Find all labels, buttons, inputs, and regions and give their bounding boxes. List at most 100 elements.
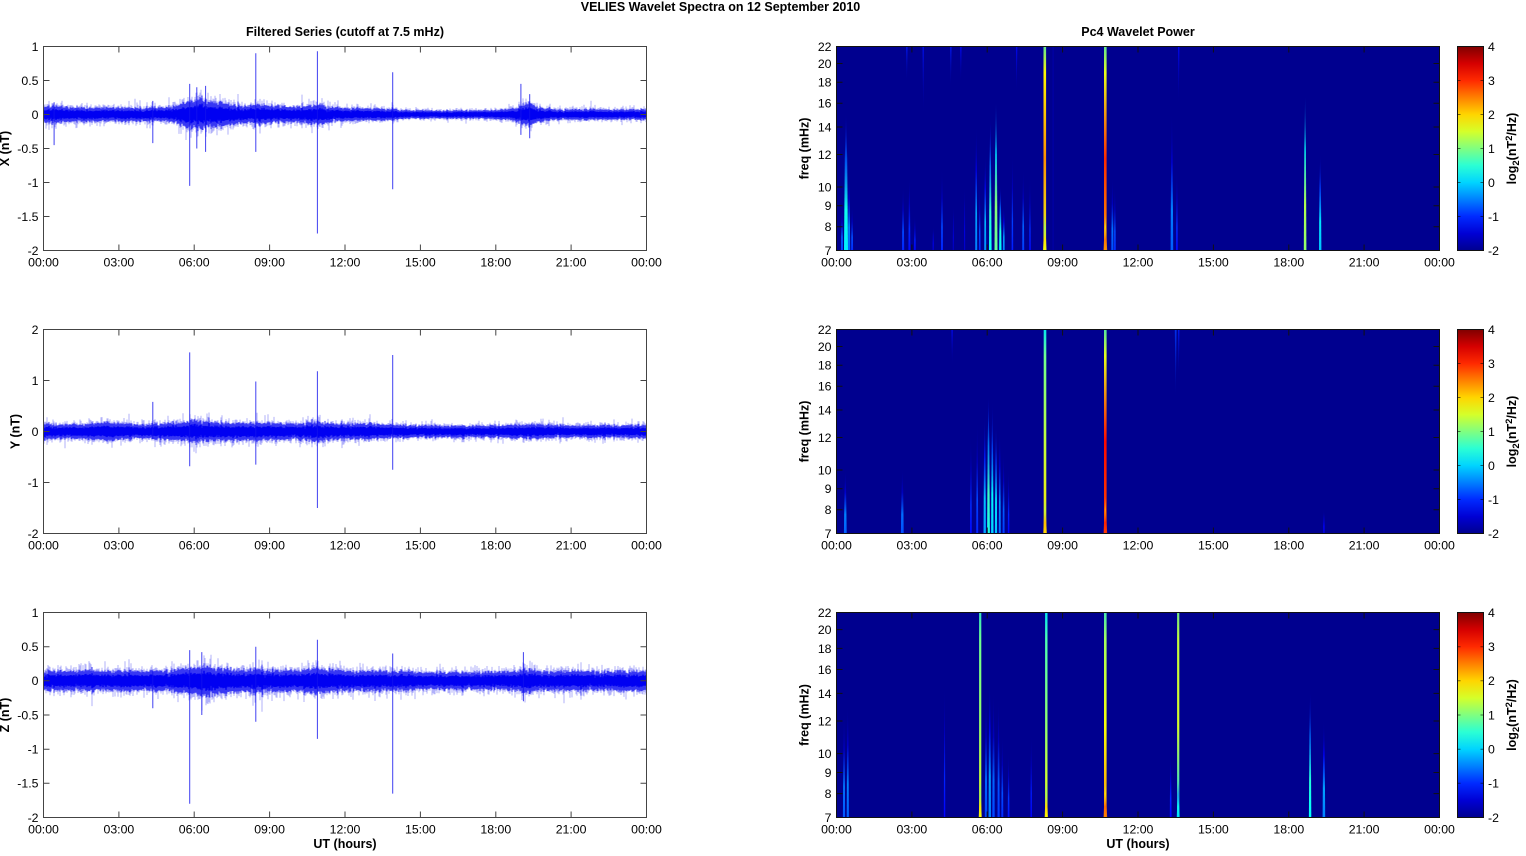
svg-text:0.5: 0.5 (21, 74, 38, 88)
svg-text:10: 10 (818, 180, 832, 194)
svg-text:06:00: 06:00 (972, 538, 1003, 552)
svg-text:14: 14 (818, 403, 832, 417)
svg-text:03:00: 03:00 (897, 822, 928, 836)
svg-text:0: 0 (32, 674, 39, 688)
svg-text:10: 10 (818, 463, 832, 477)
svg-text:03:00: 03:00 (104, 255, 135, 269)
svg-text:18: 18 (818, 359, 832, 373)
svg-text:22: 22 (818, 323, 832, 337)
svg-text:-2: -2 (1488, 811, 1499, 825)
svg-text:8: 8 (825, 220, 832, 234)
svg-text:3: 3 (1488, 640, 1495, 654)
svg-text:18: 18 (818, 642, 832, 656)
svg-text:09:00: 09:00 (254, 538, 285, 552)
svg-text:log2(nT2/Hz): log2(nT2/Hz) (1504, 679, 1522, 751)
svg-text:Z (nT): Z (nT) (0, 698, 12, 733)
svg-text:00:00: 00:00 (28, 255, 59, 269)
svg-text:-0.5: -0.5 (17, 142, 38, 156)
svg-text:Pc4 Wavelet Power: Pc4 Wavelet Power (1081, 25, 1195, 39)
svg-text:21:00: 21:00 (556, 255, 587, 269)
svg-text:VELIES Wavelet Spectra on 12 S: VELIES Wavelet Spectra on 12 September 2… (581, 0, 861, 14)
svg-text:UT (hours): UT (hours) (313, 837, 376, 851)
svg-text:0: 0 (1488, 176, 1495, 190)
svg-text:8: 8 (825, 503, 832, 517)
svg-text:09:00: 09:00 (254, 822, 285, 836)
svg-text:00:00: 00:00 (1424, 255, 1455, 269)
svg-text:0: 0 (32, 425, 39, 439)
svg-text:4: 4 (1488, 323, 1495, 337)
svg-text:06:00: 06:00 (179, 538, 210, 552)
svg-text:00:00: 00:00 (1424, 538, 1455, 552)
svg-text:00:00: 00:00 (821, 255, 852, 269)
svg-text:9: 9 (825, 199, 832, 213)
svg-text:06:00: 06:00 (179, 255, 210, 269)
svg-text:16: 16 (818, 380, 832, 394)
svg-text:1: 1 (32, 40, 39, 54)
svg-text:1: 1 (1488, 425, 1495, 439)
svg-text:1: 1 (32, 374, 39, 388)
svg-text:-1.5: -1.5 (17, 210, 38, 224)
svg-text:00:00: 00:00 (631, 255, 662, 269)
svg-text:14: 14 (818, 687, 832, 701)
svg-text:8: 8 (825, 787, 832, 801)
svg-text:00:00: 00:00 (821, 822, 852, 836)
svg-text:-2: -2 (28, 811, 39, 825)
svg-text:12: 12 (818, 431, 832, 445)
svg-text:00:00: 00:00 (28, 822, 59, 836)
svg-text:15:00: 15:00 (1198, 538, 1229, 552)
svg-text:00:00: 00:00 (631, 822, 662, 836)
svg-text:-2: -2 (28, 527, 39, 541)
svg-text:21:00: 21:00 (556, 538, 587, 552)
svg-text:-2: -2 (28, 244, 39, 258)
svg-text:-1: -1 (1488, 210, 1499, 224)
svg-text:-1: -1 (1488, 493, 1499, 507)
svg-text:4: 4 (1488, 40, 1495, 54)
svg-text:06:00: 06:00 (972, 255, 1003, 269)
svg-text:12:00: 12:00 (330, 255, 361, 269)
svg-text:9: 9 (825, 766, 832, 780)
svg-text:9: 9 (825, 482, 832, 496)
svg-text:Y (nT): Y (nT) (9, 414, 23, 449)
svg-text:15:00: 15:00 (405, 822, 436, 836)
svg-text:12: 12 (818, 148, 832, 162)
svg-text:7: 7 (825, 527, 832, 541)
svg-text:15:00: 15:00 (405, 538, 436, 552)
svg-text:03:00: 03:00 (104, 822, 135, 836)
svg-text:1: 1 (1488, 708, 1495, 722)
svg-text:06:00: 06:00 (179, 822, 210, 836)
svg-text:16: 16 (818, 97, 832, 111)
svg-text:2: 2 (1488, 108, 1495, 122)
svg-text:1: 1 (1488, 142, 1495, 156)
svg-text:log2(nT2/Hz): log2(nT2/Hz) (1504, 113, 1522, 185)
svg-text:03:00: 03:00 (104, 538, 135, 552)
svg-text:-0.5: -0.5 (17, 708, 38, 722)
svg-text:4: 4 (1488, 606, 1495, 620)
svg-text:09:00: 09:00 (1047, 538, 1078, 552)
svg-text:-1: -1 (28, 743, 39, 757)
svg-text:-2: -2 (1488, 527, 1499, 541)
svg-text:21:00: 21:00 (1349, 538, 1380, 552)
svg-text:03:00: 03:00 (897, 538, 928, 552)
svg-text:2: 2 (32, 323, 39, 337)
svg-text:log2(nT2/Hz): log2(nT2/Hz) (1504, 396, 1522, 468)
svg-text:3: 3 (1488, 357, 1495, 371)
svg-text:18:00: 18:00 (480, 822, 511, 836)
svg-text:09:00: 09:00 (1047, 255, 1078, 269)
svg-text:-1: -1 (28, 476, 39, 490)
svg-text:21:00: 21:00 (1349, 822, 1380, 836)
svg-text:20: 20 (818, 623, 832, 637)
svg-text:0.5: 0.5 (21, 640, 38, 654)
svg-text:1: 1 (32, 606, 39, 620)
svg-text:0: 0 (1488, 459, 1495, 473)
svg-text:-2: -2 (1488, 244, 1499, 258)
svg-text:22: 22 (818, 40, 832, 54)
svg-text:0: 0 (1488, 743, 1495, 757)
svg-text:09:00: 09:00 (1047, 822, 1078, 836)
svg-text:12: 12 (818, 714, 832, 728)
svg-text:12:00: 12:00 (1123, 822, 1154, 836)
svg-text:12:00: 12:00 (330, 822, 361, 836)
svg-text:12:00: 12:00 (1123, 538, 1154, 552)
svg-text:15:00: 15:00 (1198, 255, 1229, 269)
svg-text:7: 7 (825, 244, 832, 258)
svg-text:7: 7 (825, 811, 832, 825)
